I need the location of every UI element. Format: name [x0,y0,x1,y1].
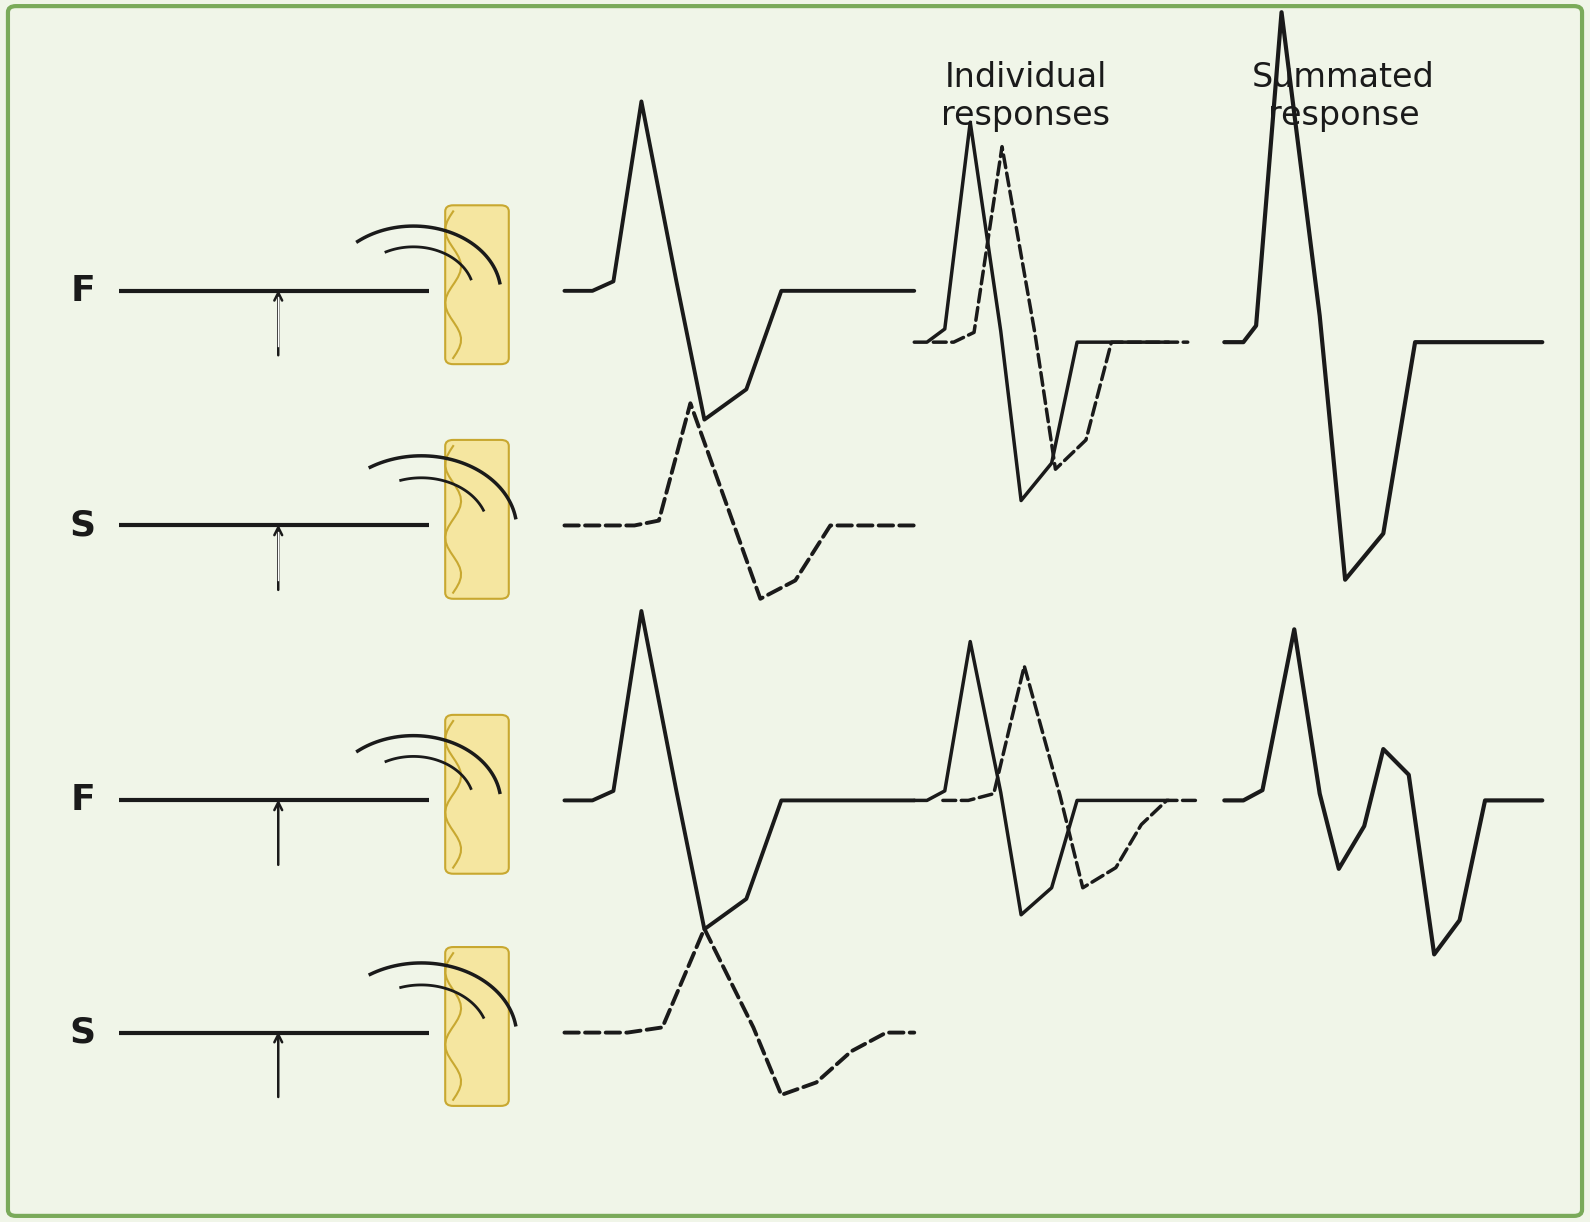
FancyBboxPatch shape [445,205,509,364]
Text: F: F [70,783,95,818]
FancyBboxPatch shape [445,947,509,1106]
FancyBboxPatch shape [8,6,1582,1216]
Text: S: S [70,1015,95,1050]
Text: S: S [70,508,95,543]
Text: F: F [70,274,95,308]
FancyBboxPatch shape [445,440,509,599]
FancyBboxPatch shape [445,715,509,874]
Text: Summated
response: Summated response [1253,61,1434,132]
Text: Individual
responses: Individual responses [941,61,1110,132]
